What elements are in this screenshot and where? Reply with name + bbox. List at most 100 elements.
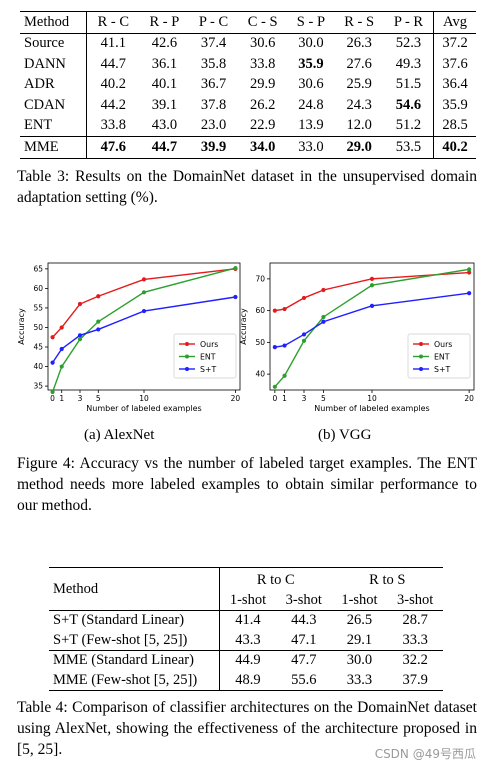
x-tick-label: 20 <box>231 394 241 403</box>
score-cell: 41.1 <box>100 35 126 52</box>
table-row: MME (Few-shot [5, 25]) 48.9 55.6 33.3 37.9 <box>49 670 443 691</box>
score-cell: 12.0 <box>346 117 372 134</box>
score-cell: 43.3 <box>235 631 261 648</box>
chart-vgg: 40 50 60 70 0 1 3 5 10 20 Number of labeled exampl… <box>240 262 475 413</box>
method-name-cell: MME (Standard Linear) <box>49 650 220 671</box>
y-tick-label: 55 <box>33 303 43 312</box>
legend-box <box>173 333 237 379</box>
score-cell: 52.3 <box>395 35 422 52</box>
score-cell: 36.4 <box>433 74 476 95</box>
score-cell: 47.6 <box>100 138 126 155</box>
data-point <box>77 301 83 307</box>
y-tick-label: 50 <box>33 323 43 332</box>
legend-marker <box>185 367 189 371</box>
score-cell: 24.3 <box>346 96 372 113</box>
subfig-label-vgg: (b) VGG <box>318 427 372 443</box>
method-name-cell: MME (Few-shot [5, 25]) <box>49 670 220 691</box>
table-row: ENT 33.8 43.0 23.0 22.9 13.9 12.0 51.2 28.5 <box>20 115 476 137</box>
data-point <box>467 270 472 275</box>
table-3-column-header: Avg <box>433 11 476 33</box>
score-cell: 29.0 <box>346 138 372 155</box>
legend-marker <box>185 354 189 359</box>
table-3-caption: Table 3: Results on the DomainNet datase… <box>17 168 477 206</box>
table-3: Method R - C R - P P - C C - S S - P R - S P - … <box>20 11 476 159</box>
data-point <box>282 373 287 378</box>
score-cell: 30.0 <box>298 35 324 52</box>
method-name-cell: MME <box>20 136 87 158</box>
x-tick-label: 10 <box>367 394 377 403</box>
data-point <box>369 303 375 308</box>
score-cell: 32.2 <box>402 652 428 669</box>
score-cell: 44.3 <box>291 612 317 629</box>
score-cell: 35.8 <box>200 55 227 72</box>
method-name-cell: ADR <box>20 74 87 95</box>
x-axis-label: Number of labeled examples <box>86 404 201 413</box>
score-cell: 47.7 <box>291 652 317 669</box>
score-cell: 42.6 <box>151 35 178 52</box>
data-point <box>96 319 101 324</box>
table-4-sub-header: 3-shot <box>285 591 322 608</box>
score-cell: 29.1 <box>346 631 373 648</box>
score-cell: 44.2 <box>100 96 126 113</box>
data-point <box>233 265 238 271</box>
y-tick-label: 70 <box>255 274 265 283</box>
score-cell: 33.3 <box>346 671 373 688</box>
data-point <box>282 306 287 312</box>
score-cell: 44.7 <box>100 55 126 72</box>
score-cell: 33.0 <box>298 138 324 155</box>
data-point <box>321 319 326 324</box>
table-4-group-r-to-c: R to C <box>256 572 295 589</box>
legend-entry: S+T <box>200 365 216 374</box>
score-cell: 30.6 <box>298 76 324 93</box>
score-cell: 37.6 <box>433 54 476 75</box>
x-tick-label: 1 <box>59 394 64 403</box>
score-cell: 24.8 <box>298 96 324 113</box>
table-row: MME (Standard Linear) 44.9 47.7 30.0 32.2 <box>49 650 443 671</box>
y-axis-label: Accuracy <box>240 308 248 345</box>
y-tick-label: 40 <box>33 362 43 371</box>
data-point <box>233 294 238 300</box>
legend-entry: ENT <box>434 352 450 361</box>
table-4-group-r-to-s: R to S <box>369 572 406 589</box>
legend-marker <box>419 342 423 346</box>
table-4-sub-header: 1-shot <box>229 591 267 608</box>
data-point <box>272 308 277 313</box>
table-3-column-header: P - R <box>393 13 424 30</box>
data-point <box>369 283 375 288</box>
data-point <box>141 277 147 282</box>
watermark: CSDN @49号西瓜 <box>374 747 476 761</box>
score-cell: 29.9 <box>249 76 276 93</box>
table-4-sub-row: 1-shot 3-shot 1-shot 3-shot <box>49 591 443 611</box>
legend-entry: ENT <box>200 352 216 361</box>
score-cell: 26.3 <box>346 35 372 52</box>
y-tick-label: 60 <box>255 306 265 315</box>
table-row: CDAN 44.2 39.1 37.8 26.2 24.8 24.3 54.6 35.9 <box>20 95 476 116</box>
table-3-column-header: Method <box>20 11 87 33</box>
score-cell: 39.9 <box>200 138 227 155</box>
table-3-column-header: R - C <box>97 13 129 30</box>
score-cell: 34.0 <box>249 138 276 155</box>
data-point <box>301 295 307 301</box>
table-row: Source 41.1 42.6 37.4 30.6 30.0 26.3 52.3 37.2 <box>20 33 476 54</box>
score-cell: 51.5 <box>395 76 422 93</box>
score-cell: 33.8 <box>100 117 126 134</box>
data-point <box>59 325 64 330</box>
method-name-cell: DANN <box>20 54 87 75</box>
table-row: S+T (Few-shot [5, 25]) 43.3 47.1 29.1 33.3 <box>49 630 443 651</box>
data-point <box>96 294 101 299</box>
x-tick-label: 1 <box>282 394 287 403</box>
score-cell: 54.6 <box>395 96 422 113</box>
y-tick-label: 65 <box>33 264 43 273</box>
score-cell: 36.1 <box>151 55 178 72</box>
legend-entry: Ours <box>200 340 218 349</box>
score-cell: 28.5 <box>433 115 476 137</box>
score-cell: 25.9 <box>346 76 372 93</box>
y-tick-label: 50 <box>255 338 265 347</box>
score-cell: 37.9 <box>402 671 428 688</box>
score-cell: 44.7 <box>151 138 178 155</box>
data-point <box>77 337 83 342</box>
score-cell: 40.2 <box>433 136 476 158</box>
legend-entry: Ours <box>434 340 452 349</box>
legend-entry: S+T <box>434 365 450 374</box>
data-point <box>59 346 64 352</box>
